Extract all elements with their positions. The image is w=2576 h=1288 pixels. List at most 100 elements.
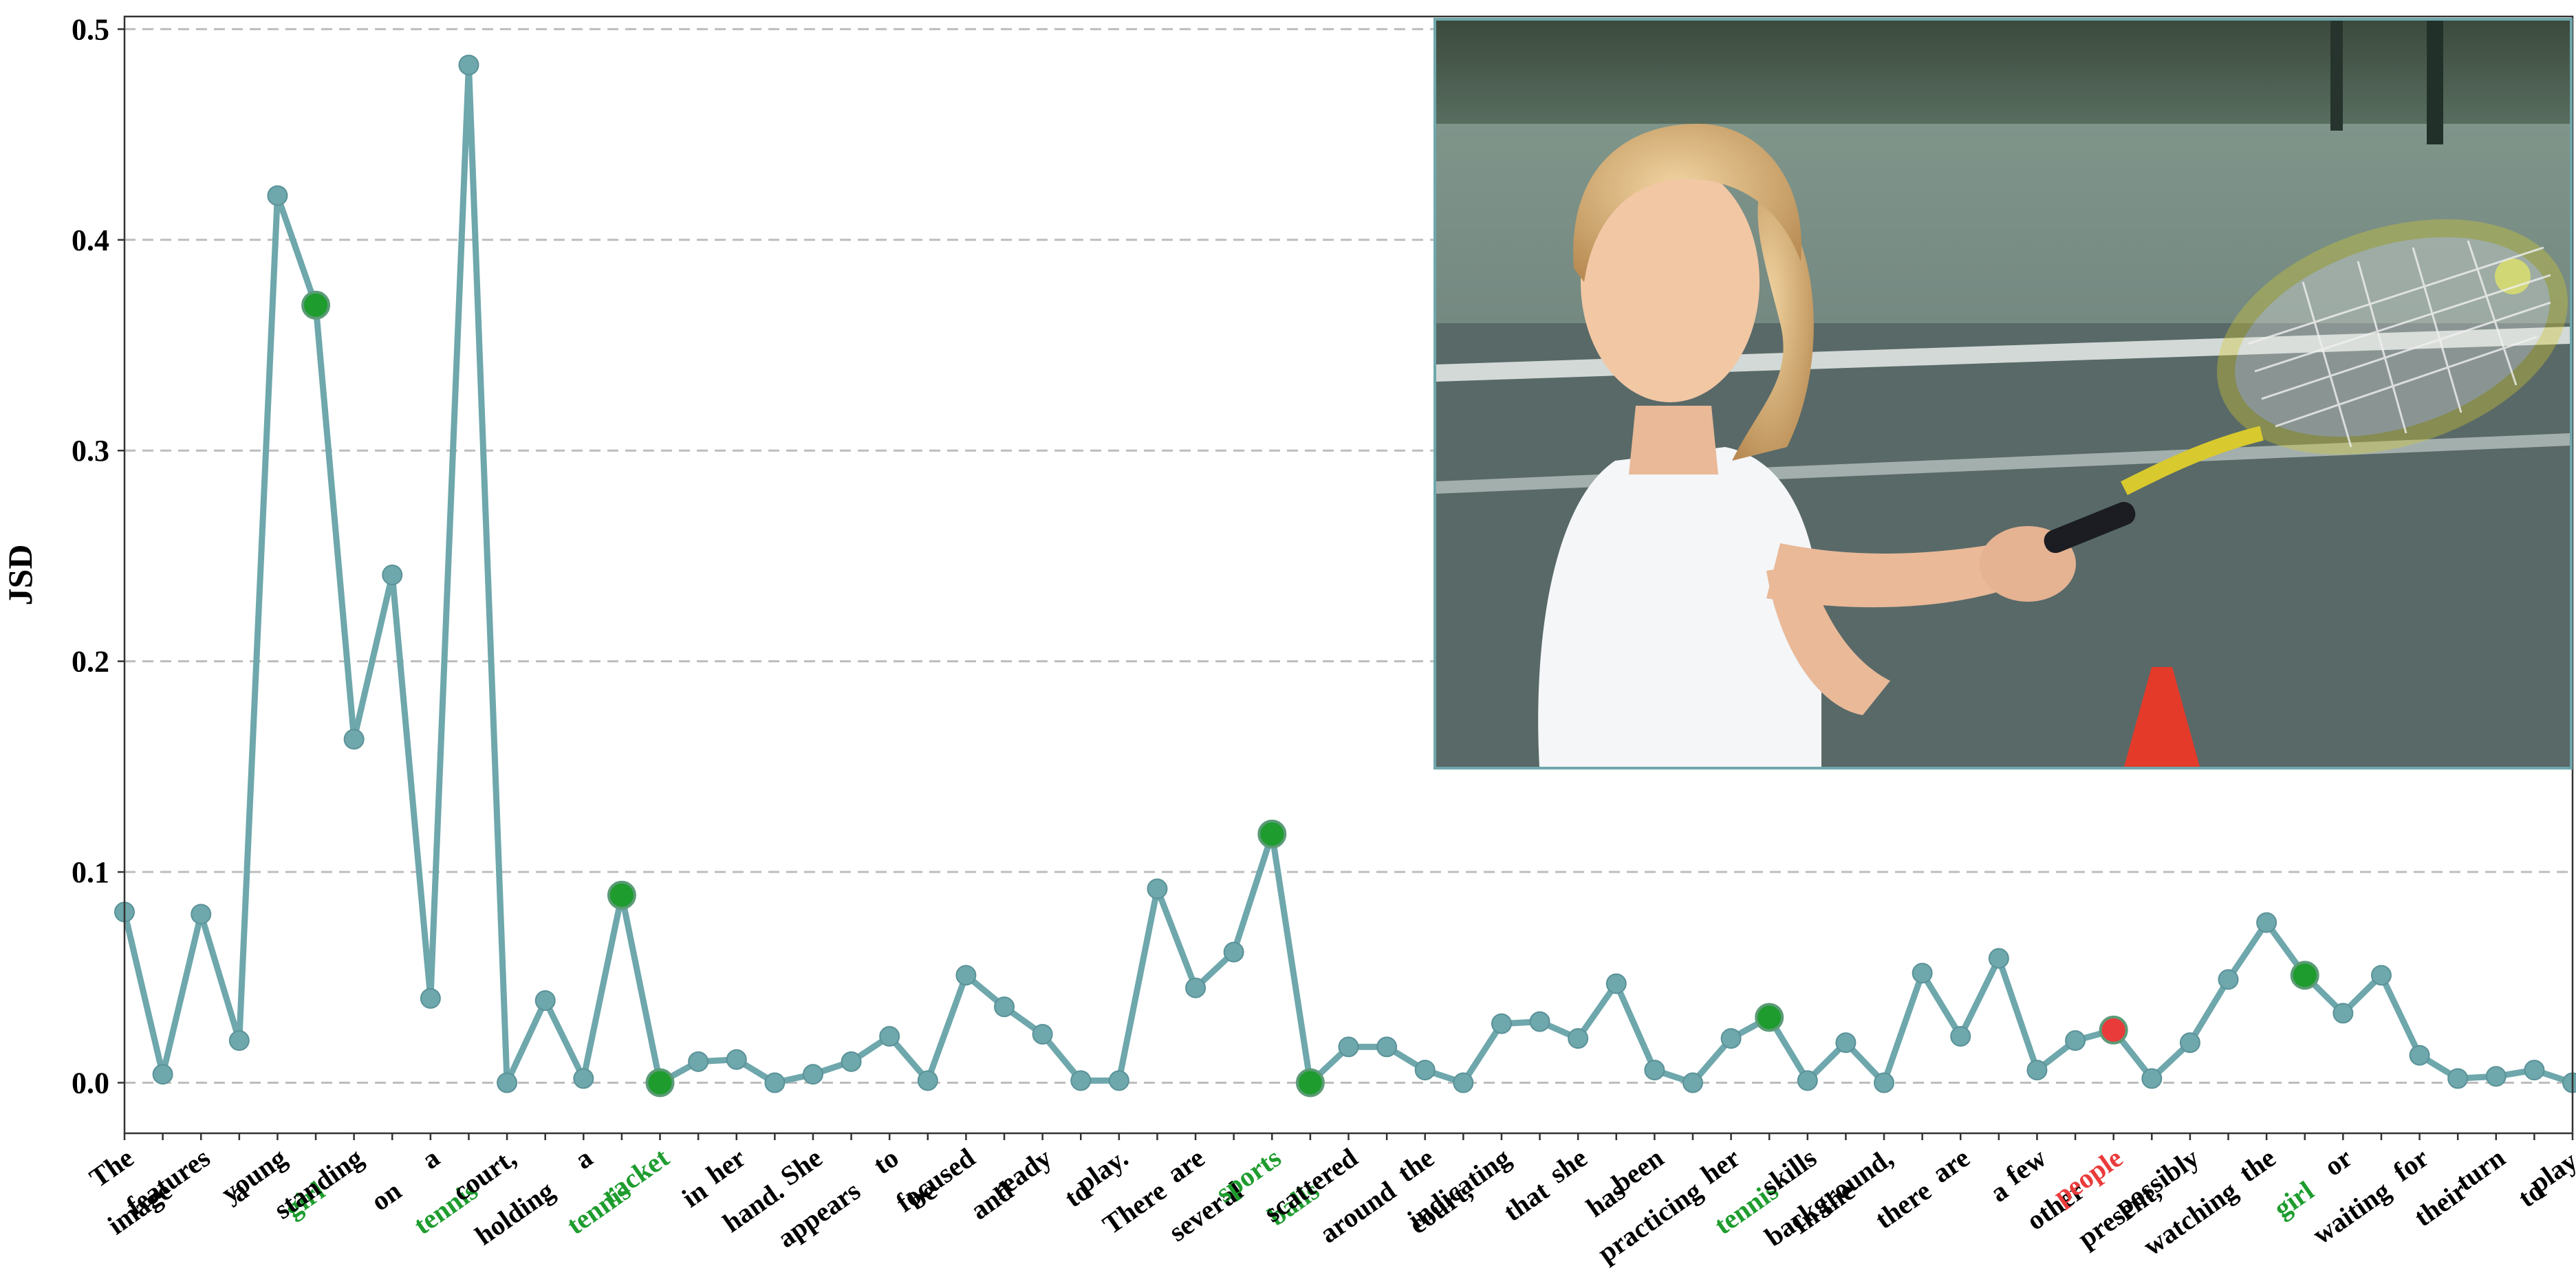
data-point-highlight	[1257, 819, 1287, 849]
data-point-highlight	[607, 880, 636, 910]
data-point	[1988, 948, 2009, 969]
x-tick-label: to	[867, 1142, 904, 1181]
data-point	[879, 1026, 900, 1047]
x-tick-label: are	[1927, 1142, 1976, 1189]
x-tick-label: for	[2388, 1142, 2434, 1188]
data-point	[573, 1068, 594, 1089]
data-point	[994, 996, 1015, 1018]
x-tick-label: girl	[2268, 1175, 2319, 1224]
data-point	[2179, 1032, 2200, 1054]
x-tick-label: focused	[890, 1142, 980, 1219]
data-point	[382, 565, 403, 585]
x-tick-label: appears	[772, 1175, 866, 1254]
data-point	[2485, 1066, 2507, 1087]
data-point	[1338, 1036, 1359, 1058]
data-point	[802, 1064, 823, 1085]
data-point	[267, 185, 288, 206]
y-tick-label: 0.4	[72, 223, 109, 257]
x-tick-label: there	[1870, 1175, 1937, 1235]
data-point	[2370, 965, 2392, 986]
x-tick-label: her	[701, 1142, 751, 1190]
data-point	[841, 1051, 862, 1072]
y-tick-label: 0.3	[72, 434, 109, 468]
data-point-highlight	[2099, 1015, 2128, 1045]
data-point	[2409, 1045, 2430, 1066]
data-point	[1874, 1072, 1895, 1093]
data-point	[343, 729, 365, 750]
x-tick-label: that	[1497, 1175, 1555, 1227]
girl-with-tennis-racket-image	[1436, 21, 2570, 767]
x-tick-label: a	[1984, 1175, 2013, 1208]
y-tick-label: 0.1	[72, 855, 109, 889]
x-tick-label: in	[676, 1175, 713, 1214]
data-point	[1032, 1023, 1053, 1045]
x-tick-label: are	[1162, 1142, 1211, 1189]
y-axis-label: JSD	[1, 545, 39, 606]
data-point	[2333, 1003, 2354, 1024]
y-tick-label: 0.0	[72, 1066, 109, 1100]
data-point-highlight	[2290, 961, 2319, 990]
data-point	[1376, 1036, 1398, 1058]
x-tick-label: features	[120, 1142, 215, 1221]
data-point	[191, 904, 212, 925]
inset-photo	[1433, 18, 2573, 769]
data-point	[1070, 1070, 1092, 1091]
x-tick-label: standing	[268, 1142, 369, 1225]
y-axis: 0.0 0.1 0.2 0.3 0.4 0.5	[72, 12, 125, 1100]
data-point-highlight	[645, 1068, 675, 1098]
x-tick-label: on	[365, 1175, 407, 1217]
data-point	[1108, 1070, 1129, 1091]
data-point	[1185, 977, 1206, 998]
data-point	[1453, 1072, 1474, 1093]
x-tick-label: few	[2000, 1142, 2052, 1190]
x-tick-label: she	[1544, 1142, 1592, 1190]
x-tick-label: waiting	[2307, 1175, 2396, 1251]
data-point	[2447, 1068, 2469, 1089]
x-tick-label: a	[416, 1142, 445, 1175]
data-point	[2141, 1068, 2163, 1089]
x-tick-label: or	[2319, 1142, 2358, 1183]
data-point-highlight	[1295, 1068, 1325, 1098]
x-tick-label: a	[569, 1142, 598, 1175]
data-point	[955, 965, 977, 986]
data-point	[764, 1072, 786, 1093]
x-tick-label: the	[2233, 1142, 2281, 1188]
data-point	[917, 1070, 938, 1091]
data-point	[228, 1030, 250, 1051]
data-point	[1605, 973, 1627, 994]
data-point	[2065, 1030, 2086, 1051]
data-point	[534, 990, 556, 1011]
data-point	[726, 1049, 747, 1070]
data-point	[2218, 969, 2239, 990]
data-point	[458, 54, 479, 76]
data-point	[1644, 1060, 1665, 1081]
data-point	[2562, 1072, 2576, 1093]
data-point	[1835, 1032, 1857, 1054]
data-point	[152, 1064, 173, 1085]
data-point	[1682, 1072, 1703, 1093]
data-point	[1797, 1070, 1818, 1091]
y-tick-label: 0.5	[72, 12, 109, 46]
data-point	[1720, 1028, 1742, 1049]
x-tick-label: her	[1696, 1142, 1746, 1190]
data-point	[1414, 1060, 1436, 1081]
x-tick-label: She	[775, 1142, 827, 1192]
data-point	[1223, 941, 1244, 963]
data-point	[2026, 1060, 2048, 1081]
data-point	[1568, 1028, 1589, 1049]
data-point	[1491, 1013, 1512, 1034]
data-point	[497, 1072, 518, 1093]
x-tick-label: The	[84, 1142, 139, 1194]
data-point	[1147, 878, 1168, 899]
data-point-highlight	[1755, 1003, 1784, 1032]
data-point	[2256, 912, 2277, 933]
x-tick-label: ready	[984, 1142, 1057, 1206]
data-point	[688, 1051, 709, 1072]
data-point	[420, 987, 441, 1009]
x-tick-label: the	[1392, 1142, 1439, 1188]
data-point	[1529, 1011, 1550, 1032]
data-point	[2524, 1060, 2545, 1081]
data-point	[1912, 963, 1933, 984]
